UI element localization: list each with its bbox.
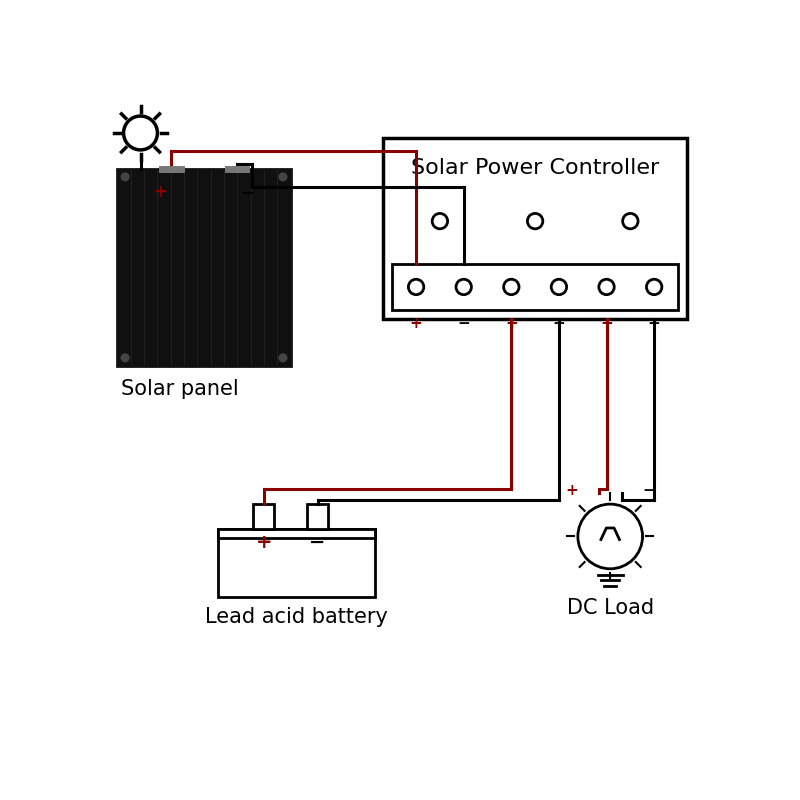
Text: +: + bbox=[600, 316, 613, 331]
Text: +: + bbox=[566, 483, 578, 498]
Circle shape bbox=[122, 354, 129, 362]
Bar bbox=[307, 504, 328, 529]
Text: +: + bbox=[505, 316, 518, 331]
Text: −: − bbox=[458, 316, 470, 331]
Text: −: − bbox=[648, 316, 661, 331]
Bar bbox=[218, 529, 375, 597]
Circle shape bbox=[279, 354, 287, 362]
Bar bbox=[118, 169, 290, 366]
Text: Lead acid battery: Lead acid battery bbox=[205, 607, 388, 627]
Text: −: − bbox=[642, 483, 655, 498]
Text: +: + bbox=[255, 533, 272, 552]
Text: −: − bbox=[241, 183, 254, 202]
Text: DC Load: DC Load bbox=[566, 598, 654, 618]
Text: Solar panel: Solar panel bbox=[122, 379, 239, 399]
Circle shape bbox=[279, 173, 287, 181]
Text: Solar Power Controller: Solar Power Controller bbox=[411, 158, 659, 178]
Text: +: + bbox=[410, 316, 422, 331]
Bar bbox=[253, 504, 274, 529]
Text: −: − bbox=[553, 316, 566, 331]
Bar bbox=[392, 264, 678, 310]
Text: +: + bbox=[154, 183, 167, 202]
Bar bbox=[218, 529, 375, 538]
Circle shape bbox=[122, 173, 129, 181]
Bar bbox=[383, 138, 687, 319]
Text: −: − bbox=[310, 533, 326, 552]
